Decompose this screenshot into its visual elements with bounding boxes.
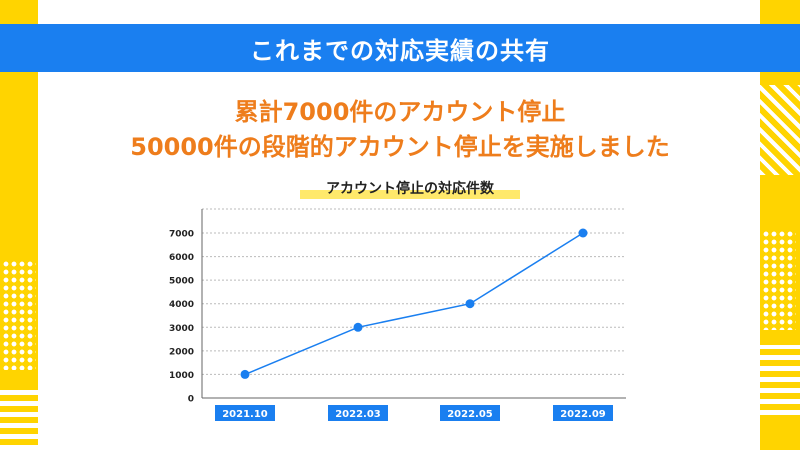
x-category-pill xyxy=(328,405,388,421)
x-tick-label: 2021.10 xyxy=(222,409,268,420)
y-tick-label: 1000 xyxy=(169,371,194,381)
x-tick-label: 2022.03 xyxy=(335,409,381,420)
y-tick-label: 6000 xyxy=(169,253,194,263)
right-decoration xyxy=(760,0,800,450)
chart-title-text: アカウント停止の対応件数 xyxy=(326,181,494,197)
y-tick-label: 3000 xyxy=(169,324,194,334)
stripe-pattern xyxy=(0,390,38,450)
y-tick-label: 4000 xyxy=(169,300,194,310)
series-line xyxy=(244,232,584,376)
data-point xyxy=(240,369,250,379)
x-tick-label: 2022.05 xyxy=(447,409,493,420)
x-category-pill xyxy=(215,405,275,421)
x-category-pill xyxy=(440,405,500,421)
x-tick-label: 2022.09 xyxy=(560,409,606,420)
data-point xyxy=(353,322,363,332)
y-tick-label: 7000 xyxy=(169,230,194,240)
title-banner: これまでの対応実績の共有 xyxy=(0,24,800,72)
y-tick-label: 2000 xyxy=(169,347,194,357)
stripe-pattern xyxy=(760,345,800,415)
dot-pattern xyxy=(2,260,36,370)
diagonal-pattern xyxy=(760,85,800,175)
chart-title: アカウント停止の対応件数 xyxy=(300,178,520,199)
dot-pattern xyxy=(762,230,796,330)
headline-line-2: 50000件の段階的アカウント停止を実施しました xyxy=(130,133,670,161)
left-decoration xyxy=(0,0,38,450)
data-point xyxy=(578,228,588,238)
y-tick-label: 0 xyxy=(188,395,194,405)
headline-line-1: 累計7000件のアカウント停止 xyxy=(234,98,566,126)
data-point xyxy=(465,299,475,309)
page-title: これまでの対応実績の共有 xyxy=(250,36,550,65)
y-tick-label: 5000 xyxy=(169,277,194,287)
x-category-pill xyxy=(553,405,613,421)
